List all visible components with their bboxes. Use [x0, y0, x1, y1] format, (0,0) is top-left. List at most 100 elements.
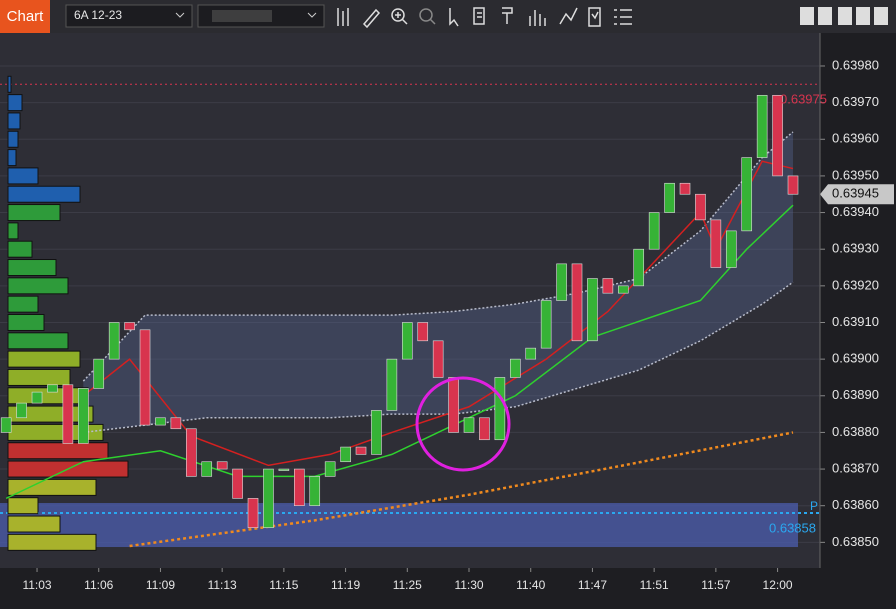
candle-body	[186, 428, 197, 477]
candle-body	[263, 468, 274, 528]
pivot-label: 0.63858	[769, 520, 816, 535]
pivot-tag: P	[810, 499, 818, 513]
x-tick-label: 12:00	[763, 578, 793, 592]
candle-body	[540, 300, 552, 349]
candle-body	[31, 391, 43, 404]
y-tick-label: 0.63910	[832, 314, 879, 329]
candle-body	[556, 263, 567, 301]
instrument-select[interactable]	[65, 4, 193, 28]
candle-body	[417, 322, 429, 342]
indicator-line	[5, 204, 794, 500]
high-label: 0.63975	[780, 92, 827, 107]
volume-profile-bar	[7, 259, 57, 277]
x-tick-label: 11:09	[146, 578, 175, 592]
chart-tab[interactable]	[0, 0, 50, 33]
candle-body	[124, 322, 135, 331]
volume-profile-bar	[7, 149, 17, 167]
volume-profile-bar	[7, 497, 39, 515]
y-tick-label: 0.63860	[832, 497, 879, 512]
x-tick-label: 11:13	[208, 578, 237, 592]
x-tick-label: 11:03	[22, 578, 51, 592]
volume-profile-bar	[7, 478, 97, 496]
volume-profile-bar	[7, 167, 39, 185]
candle-body	[664, 182, 675, 213]
x-tick-label: 11:51	[640, 578, 669, 592]
candle-body	[772, 94, 783, 177]
candle-body	[725, 230, 737, 268]
candle-body	[525, 347, 537, 360]
x-tick-label: 11:06	[84, 578, 113, 592]
x-tick-label: 11:47	[578, 578, 607, 592]
volume-profile-bar	[7, 94, 23, 112]
volume-profile-bar	[7, 313, 45, 331]
candle-body	[402, 322, 413, 360]
candle-body	[0, 417, 12, 433]
x-tick-label: 11:30	[454, 578, 483, 592]
candle-body	[587, 278, 598, 342]
candle-body	[448, 377, 459, 433]
dropdown-arrow	[175, 12, 185, 18]
last-price-tag	[820, 184, 894, 205]
candle-body	[62, 384, 74, 444]
y-tick-label: 0.63890	[832, 387, 879, 402]
tool-icons[interactable]	[337, 7, 632, 29]
y-tick-label: 0.63870	[832, 460, 879, 475]
band-fill	[83, 131, 794, 433]
volume-profile-bar	[7, 277, 69, 295]
volume-profile-bar	[7, 350, 81, 368]
y-tick-label: 0.63920	[832, 277, 879, 292]
candle-body	[155, 417, 166, 426]
candle-body	[386, 358, 398, 411]
candle-body	[602, 278, 614, 294]
indicator-line	[82, 131, 794, 382]
candle-body	[756, 94, 768, 158]
candle-body	[695, 193, 706, 221]
y-tick-label: 0.63940	[832, 204, 879, 219]
dropdown-arrow	[307, 12, 317, 18]
candle-body	[710, 219, 722, 268]
indicator-line	[83, 281, 794, 434]
candle-body	[108, 322, 120, 360]
y-tick-label: 0.63850	[832, 534, 879, 549]
y-tick-label: 0.63970	[832, 94, 879, 109]
candle-body	[247, 498, 259, 528]
candle-body	[787, 175, 799, 195]
plot-area	[0, 33, 820, 568]
volume-profile-bar	[7, 222, 19, 240]
volume-profile-bar	[7, 515, 61, 533]
candle-body	[78, 388, 89, 444]
x-tick-label: 11:19	[331, 578, 360, 592]
volume-profile-bar	[7, 442, 109, 460]
volume-profile-bar	[7, 368, 71, 386]
candle-body	[509, 358, 521, 378]
candle-body	[278, 468, 290, 471]
indicator-line	[129, 431, 794, 548]
x-tick-label: 11:25	[393, 578, 422, 592]
candle-body	[294, 468, 305, 507]
volume-profile-bar	[7, 130, 19, 148]
volume-profile-bar	[7, 295, 39, 313]
candle-body	[617, 285, 629, 294]
candle-body	[633, 248, 645, 287]
y-tick-label: 0.63880	[832, 424, 879, 439]
candle-body	[679, 182, 691, 195]
candle-body	[201, 461, 213, 477]
candle-body	[139, 329, 151, 426]
y-tick-label: 0.63950	[832, 167, 879, 182]
window-buttons[interactable]	[800, 7, 888, 25]
volume-profile-bar	[7, 185, 81, 203]
y-tick-label: 0.63900	[832, 351, 879, 366]
volume-profile-bar	[7, 204, 61, 222]
x-tick-label: 11:40	[516, 578, 545, 592]
candle-body	[741, 157, 753, 232]
candle-body	[340, 446, 351, 463]
y-tick-label: 0.63930	[832, 241, 879, 256]
candle-body	[479, 417, 490, 441]
volume-profile-bar	[7, 112, 21, 130]
candle-body	[47, 384, 58, 393]
candle-body	[355, 446, 367, 455]
candle-body	[324, 461, 336, 477]
pivot-area	[0, 503, 798, 548]
